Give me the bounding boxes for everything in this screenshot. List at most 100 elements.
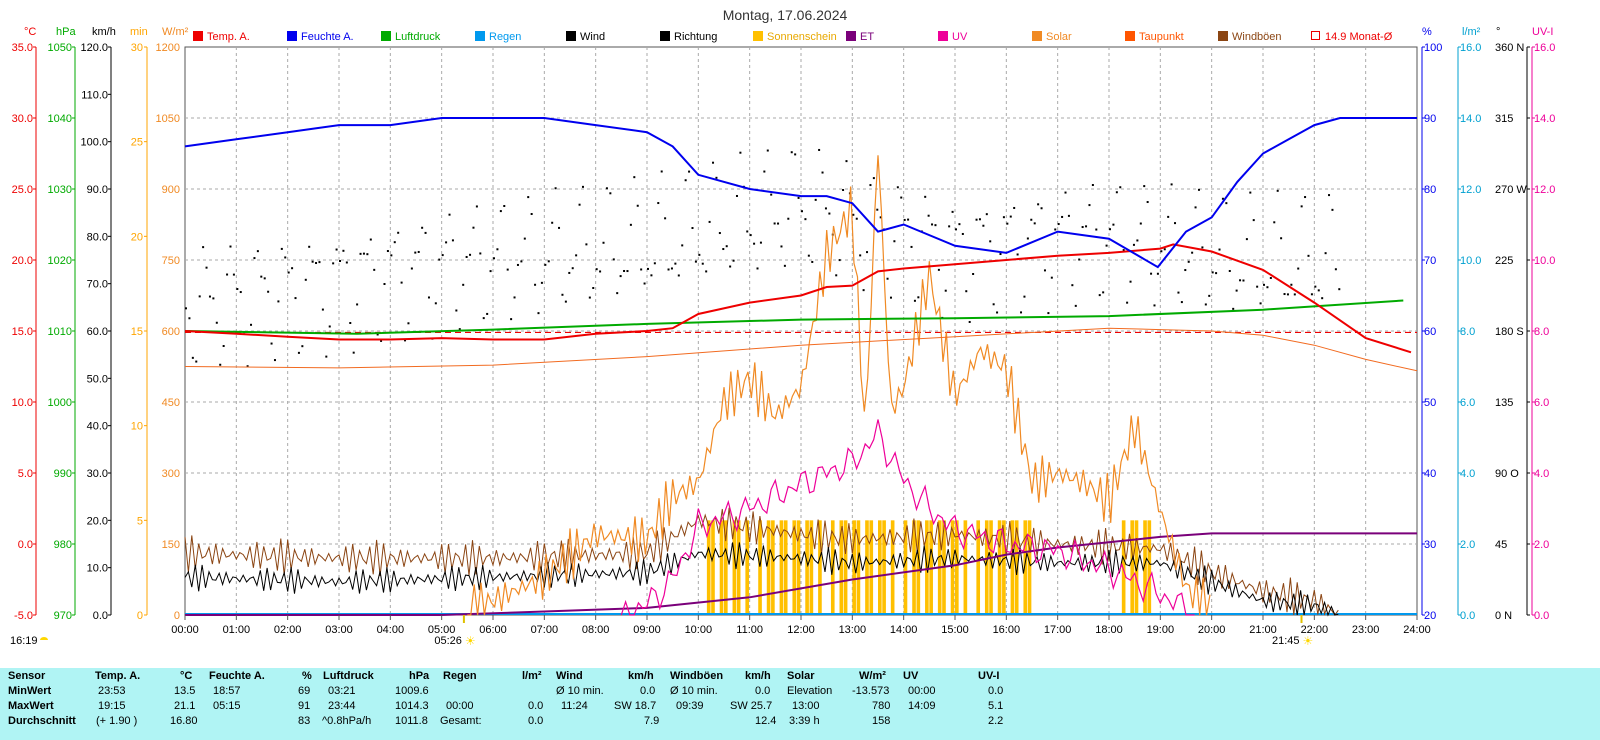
uvi-tick-label: 2.0 bbox=[1534, 539, 1549, 551]
direction-dot bbox=[455, 309, 458, 312]
min-tick-label: 0 bbox=[137, 610, 143, 622]
pct-axis-unit: % bbox=[1422, 26, 1432, 38]
direction-dot bbox=[948, 225, 951, 228]
x-tick-label: 10:00 bbox=[685, 624, 713, 636]
direction-dot bbox=[537, 312, 540, 315]
pct-tick-label: 40 bbox=[1424, 468, 1436, 480]
legend-label: ET bbox=[860, 31, 874, 43]
direction-dot bbox=[390, 254, 393, 257]
direction-dot bbox=[797, 196, 800, 199]
direction-dot bbox=[256, 250, 259, 253]
direction-dot bbox=[397, 231, 400, 234]
direction-dot bbox=[1211, 271, 1214, 274]
direction-dot bbox=[756, 267, 759, 270]
direction-dot bbox=[1102, 291, 1105, 294]
wind-min-value: 0.0 bbox=[640, 685, 656, 697]
x-tick-label: 02:00 bbox=[274, 624, 302, 636]
direction-dot bbox=[1314, 285, 1317, 288]
sunshine-bar bbox=[1121, 520, 1126, 615]
direction-dot bbox=[342, 249, 345, 252]
direction-dot bbox=[859, 254, 862, 257]
direction-dot bbox=[458, 328, 461, 331]
wind-header: Wind bbox=[556, 670, 583, 682]
direction-dot bbox=[749, 234, 752, 237]
et-series bbox=[185, 532, 1417, 616]
wm2-tick-label: 900 bbox=[162, 184, 180, 196]
sunshine-bar bbox=[1143, 520, 1147, 615]
kmh-tick-label: 20.0 bbox=[87, 515, 108, 527]
direction-dot bbox=[263, 277, 266, 280]
direction-dot bbox=[1136, 239, 1139, 242]
deg-tick-label: 360 N bbox=[1495, 42, 1524, 54]
pct-tick-label: 30 bbox=[1424, 539, 1436, 551]
direction-dot bbox=[472, 226, 475, 229]
hpa-tick-label: 1010 bbox=[48, 326, 72, 338]
direction-dot bbox=[616, 292, 619, 295]
temp-unit: °C bbox=[180, 670, 193, 682]
direction-dot bbox=[575, 254, 578, 257]
direction-dot bbox=[1109, 228, 1111, 231]
kmh-tick-label: 90.0 bbox=[87, 184, 108, 196]
direction-dot bbox=[321, 308, 324, 311]
direction-dot bbox=[1081, 226, 1084, 229]
legend-label: Regen bbox=[489, 31, 521, 43]
press-avg-value: 1011.8 bbox=[395, 715, 428, 727]
direction-dot bbox=[1009, 215, 1012, 218]
x-tick-label: 06:00 bbox=[479, 624, 507, 636]
direction-dot bbox=[1283, 293, 1286, 296]
temp-tick-label: 15.0 bbox=[12, 326, 33, 338]
direction-dot bbox=[1328, 194, 1331, 197]
direction-dot bbox=[640, 268, 643, 271]
sunshine-bar bbox=[878, 520, 882, 615]
direction-dot bbox=[694, 260, 697, 263]
direction-dot bbox=[1122, 249, 1125, 252]
direction-dot bbox=[417, 250, 420, 253]
direction-dot bbox=[602, 241, 605, 244]
sunshine-bar bbox=[719, 520, 724, 615]
direction-dot bbox=[301, 345, 304, 348]
press-unit: hPa bbox=[409, 670, 430, 682]
direction-dot bbox=[944, 289, 947, 292]
direction-dot bbox=[527, 196, 530, 199]
direction-dot bbox=[958, 223, 961, 226]
direction-dot bbox=[287, 271, 290, 274]
direction-dot bbox=[612, 258, 615, 261]
hum-min-value: 69 bbox=[298, 685, 311, 697]
direction-dot bbox=[1088, 204, 1091, 207]
direction-dot bbox=[893, 240, 896, 243]
direction-dot bbox=[434, 302, 437, 305]
current-time-label: 16:19 bbox=[10, 635, 38, 647]
lm2-tick-label: 4.0 bbox=[1460, 468, 1475, 480]
direction-dot bbox=[1331, 208, 1334, 211]
direction-dot bbox=[1074, 304, 1077, 307]
direction-dot bbox=[239, 291, 242, 294]
direction-dot bbox=[835, 274, 838, 277]
direction-dot bbox=[968, 320, 971, 323]
solar-header: Solar bbox=[787, 670, 815, 682]
direction-dot bbox=[445, 241, 448, 244]
direction-dot bbox=[277, 300, 280, 303]
wind-unit: km/h bbox=[628, 670, 654, 682]
solar-elevation-label: Elevation bbox=[787, 685, 833, 697]
legend-swatch bbox=[566, 31, 576, 41]
direction-dot bbox=[311, 260, 314, 263]
direction-dot bbox=[1170, 183, 1173, 186]
deg-tick-label: 180 S bbox=[1495, 326, 1524, 338]
direction-dot bbox=[1263, 283, 1265, 286]
min-tick-label: 30 bbox=[131, 42, 143, 54]
hum-avg-value: 83 bbox=[298, 715, 311, 727]
hpa-tick-label: 1030 bbox=[48, 184, 72, 196]
sunshine-bar bbox=[984, 520, 989, 615]
direction-dot bbox=[852, 213, 855, 216]
direction-dot bbox=[1290, 283, 1293, 286]
direction-dot bbox=[1269, 276, 1272, 279]
direction-dot bbox=[1040, 207, 1043, 210]
direction-dot bbox=[838, 259, 841, 262]
direction-dot bbox=[366, 253, 369, 256]
direction-dot bbox=[1259, 302, 1262, 305]
direction-dot bbox=[1139, 222, 1142, 225]
weather-chart: Montag, 17.06.2024 °C 35.0 30.0 25.0 20.0 15.… bbox=[10, 7, 1555, 648]
direction-dot bbox=[551, 221, 554, 224]
legend-label: 14.9 Monat-Ø bbox=[1325, 31, 1393, 43]
wm2-tick-label: 750 bbox=[162, 255, 180, 267]
